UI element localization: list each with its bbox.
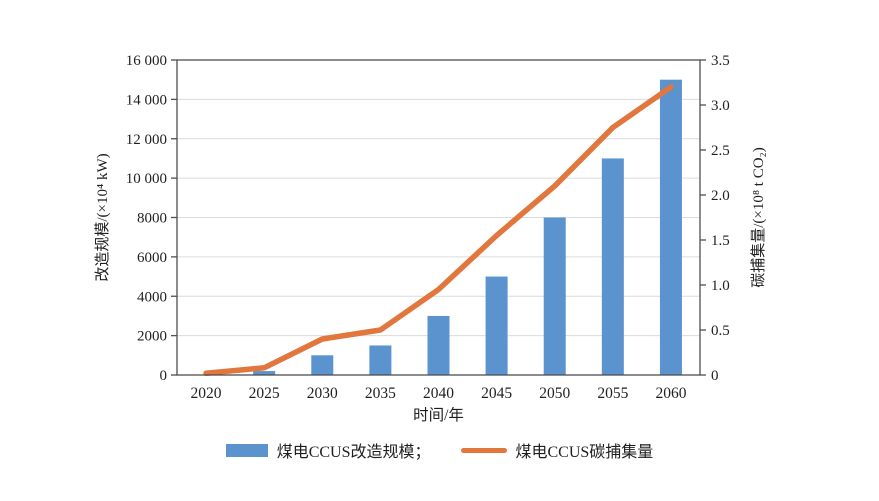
x-tick-label: 2025 [249, 385, 280, 402]
legend-line-swatch [460, 447, 507, 453]
legend-entry-line: 煤电CCUS碳捕集量 [460, 438, 654, 462]
left-tick-label: 8000 [137, 211, 167, 227]
right-tick-label: 0.5 [711, 323, 730, 339]
left-tick-label: 4000 [137, 289, 167, 305]
x-tick-label: 2035 [365, 385, 396, 402]
left-axis-title: 改造规模/(×10⁴ kW) [94, 153, 111, 281]
right-tick-label: 3.0 [711, 98, 730, 114]
left-tick-label: 6000 [137, 250, 167, 266]
x-tick-label: 2060 [655, 385, 686, 402]
x-tick-label: 2045 [481, 385, 512, 402]
right-tick-label: 0 [711, 368, 719, 384]
x-tick-label: 2055 [597, 385, 628, 402]
bar-2025 [253, 371, 276, 375]
legend-line-label: 煤电CCUS碳捕集量 [515, 444, 654, 461]
right-tick-label: 2.5 [711, 143, 730, 159]
bar-2055 [601, 158, 624, 375]
capture-line [203, 84, 674, 376]
right-axis-title: 碳捕集量/(×10⁸ t CO₂) [750, 147, 767, 288]
right-tick-label: 3.5 [711, 53, 730, 69]
x-tick-label: 2030 [307, 385, 338, 402]
legend-bar-label: 煤电CCUS改造规模； [276, 444, 431, 461]
left-tick-label: 14 000 [126, 92, 167, 108]
legend-bar-swatch [225, 443, 268, 457]
x-tick-label: 2020 [191, 385, 222, 402]
left-tick-label: 16 000 [126, 53, 167, 69]
bar-2035 [369, 345, 392, 375]
x-tick-label: 2040 [423, 385, 454, 402]
left-tick-label: 12 000 [126, 132, 167, 148]
right-tick-label: 1.0 [711, 278, 730, 294]
x-axis-title: 时间/年 [413, 406, 464, 424]
legend-entry-bar: 煤电CCUS改造规模； [225, 438, 431, 462]
bar-2030 [311, 355, 334, 375]
bar-2060 [659, 79, 682, 375]
left-tick-label: 10 000 [126, 171, 167, 187]
bar-2045 [485, 276, 508, 375]
right-tick-label: 2.0 [711, 188, 730, 204]
left-tick-label: 2000 [137, 329, 167, 345]
bar-2050 [543, 217, 566, 375]
right-tick-label: 1.5 [711, 233, 730, 249]
left-tick-label: 0 [160, 368, 168, 384]
bar-2040 [427, 315, 450, 375]
x-tick-label: 2050 [539, 385, 570, 402]
chart-legend: 煤电CCUS改造规模； 煤电CCUS碳捕集量 [0, 438, 879, 462]
